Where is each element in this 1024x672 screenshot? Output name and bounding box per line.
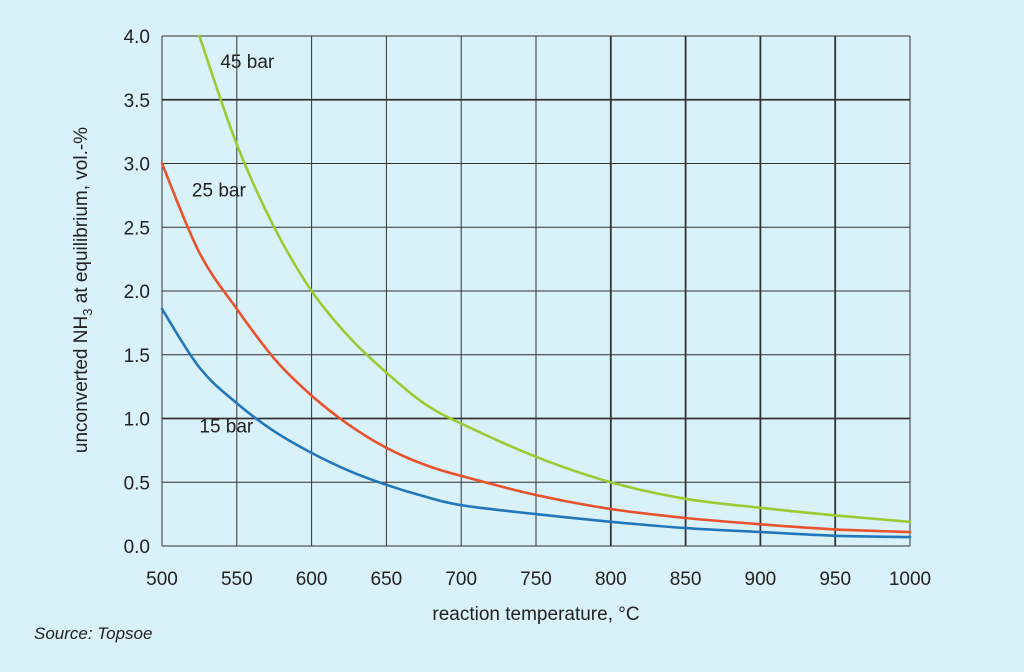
series-line-45-bar	[198, 34, 912, 524]
x-tick-label: 750	[520, 569, 552, 590]
series-label: 25 bar	[192, 181, 247, 202]
y-tick-label: 3.0	[124, 155, 150, 176]
y-tick-label: 1.0	[124, 410, 150, 431]
y-tick-label: 0.5	[124, 473, 150, 494]
y-axis-label-suffix: at equilibrium, vol.-%	[71, 127, 92, 309]
y-axis-label: unconverted NH3 at equilibrium, vol.-%	[71, 127, 95, 453]
x-tick-label: 600	[296, 569, 328, 590]
y-tick-label: 0.0	[124, 537, 150, 558]
x-tick-label: 550	[221, 569, 253, 590]
y-axis-label-subscript: 3	[80, 309, 95, 316]
x-tick-labels: 500 550 600 650 700 750 800 850 900 950 1000	[146, 569, 931, 590]
series-labels: 15 bar 25 bar 45 bar	[192, 52, 275, 438]
y-tick-label: 2.0	[124, 282, 150, 303]
series-label: 15 bar	[199, 417, 254, 438]
y-axis-label-prefix: unconverted NH	[71, 316, 92, 453]
series-line-25-bar	[160, 162, 912, 534]
x-tick-label: 800	[595, 569, 627, 590]
x-tick-label: 850	[670, 569, 702, 590]
y-tick-label: 1.5	[124, 346, 150, 367]
series-label: 45 bar	[220, 52, 275, 73]
grid	[161, 35, 911, 547]
x-tick-label: 500	[146, 569, 178, 590]
y-tick-label: 4.0	[124, 27, 150, 48]
series-line-15-bar	[160, 307, 912, 539]
x-axis-label: reaction temperature, °C	[432, 604, 639, 625]
x-tick-label: 700	[445, 569, 477, 590]
x-tick-label: 1000	[889, 569, 931, 590]
x-tick-label: 950	[819, 569, 851, 590]
y-tick-label: 3.5	[124, 91, 150, 112]
series-lines	[160, 34, 912, 539]
y-tick-label: 2.5	[124, 218, 150, 239]
x-tick-label: 650	[371, 569, 403, 590]
x-tick-label: 900	[745, 569, 777, 590]
source-note: Source: Topsoe	[34, 624, 153, 643]
y-tick-labels: 0.0 0.5 1.0 1.5 2.0 2.5 3.0 3.5 4.0	[124, 27, 150, 558]
